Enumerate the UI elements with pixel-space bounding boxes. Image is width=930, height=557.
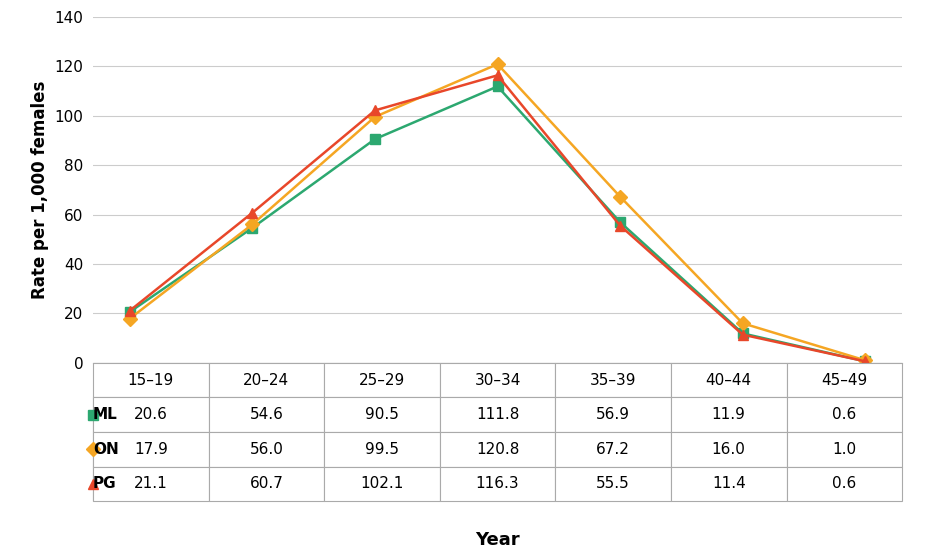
Text: Year: Year — [475, 531, 520, 549]
Text: ON: ON — [93, 442, 119, 457]
Text: ML: ML — [93, 407, 118, 422]
Text: PG: PG — [93, 476, 116, 491]
Y-axis label: Rate per 1,000 females: Rate per 1,000 females — [31, 81, 49, 299]
